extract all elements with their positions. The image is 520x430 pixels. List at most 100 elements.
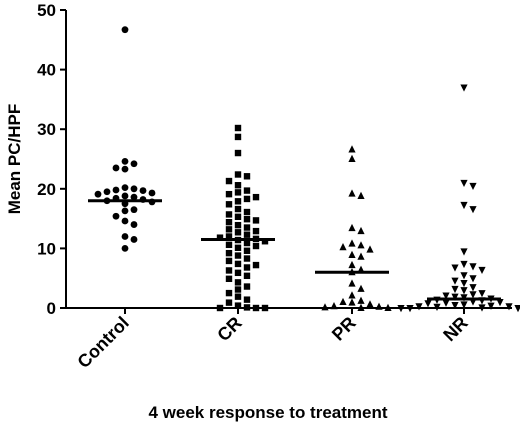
data-point-triangle-down [460, 272, 468, 280]
data-point-triangle-up [366, 245, 374, 253]
data-point-square [225, 211, 233, 218]
median-lines [88, 199, 501, 301]
data-point-circle [130, 221, 138, 228]
data-point-circle [121, 26, 129, 34]
data-point-square [234, 302, 242, 309]
data-point-triangle-down [460, 179, 468, 188]
data-point-triangle-up [357, 303, 365, 311]
data-point-square [234, 244, 242, 252]
data-point-triangle-up [357, 296, 365, 304]
data-point-triangle-up [339, 243, 347, 251]
data-point-square [225, 190, 233, 198]
data-point-square [225, 233, 233, 240]
data-point-triangle-down [469, 284, 477, 292]
data-point-triangle-down [451, 277, 459, 285]
data-point-square [234, 260, 242, 268]
x-tick-label: NR [439, 313, 472, 346]
data-point-circle [130, 206, 138, 214]
data-point-circle [121, 207, 129, 215]
data-point-square [234, 229, 242, 236]
data-point-triangle-down [460, 287, 468, 295]
data-point-square [243, 215, 251, 223]
data-points [94, 26, 520, 313]
data-point-triangle-down [451, 285, 459, 294]
y-tick-label: 10 [37, 239, 56, 258]
data-point-circle [121, 184, 129, 192]
data-point-square [234, 279, 242, 286]
data-point-square [225, 249, 233, 257]
data-point-square [243, 173, 251, 180]
x-axis-label: 4 week response to treatment [148, 403, 387, 422]
data-point-triangle-up [348, 250, 356, 258]
data-point-triangle-down [478, 290, 486, 298]
data-point-triangle-up [357, 191, 365, 199]
data-point-square [216, 234, 224, 241]
data-point-square [252, 227, 260, 235]
data-point-square [261, 238, 269, 245]
data-point-triangle-up [348, 189, 356, 197]
data-point-square [225, 299, 233, 306]
data-point-triangle-up [357, 241, 365, 249]
data-point-triangle-down [505, 303, 513, 311]
y-tick-label: 30 [37, 120, 56, 139]
data-point-triangle-up [357, 284, 365, 292]
data-point-square [243, 304, 251, 311]
data-point-square [234, 149, 242, 157]
data-point-square [243, 264, 251, 271]
y-axis-label: Mean PC/HPF [5, 104, 24, 215]
data-point-square [225, 275, 233, 282]
data-point-triangle-up [348, 145, 356, 153]
data-point-triangle-up [348, 239, 356, 247]
data-point-triangle-down [496, 299, 504, 307]
data-point-triangle-down [460, 201, 468, 210]
data-point-square [225, 218, 233, 226]
data-point-triangle-down [478, 304, 486, 312]
data-point-square [243, 283, 251, 290]
data-point-triangle-down [469, 263, 477, 271]
data-point-triangle-down [451, 293, 459, 301]
data-point-circle [103, 188, 111, 196]
data-point-triangle-up [330, 302, 338, 310]
data-point-triangle-up [357, 252, 365, 260]
data-point-triangle-down [451, 302, 459, 310]
data-point-square [225, 177, 233, 185]
data-point-square [261, 304, 269, 312]
y-tick-label: 20 [37, 180, 56, 199]
data-point-triangle-down [460, 260, 468, 269]
data-point-circle [130, 236, 138, 243]
data-point-triangle-down [469, 182, 477, 191]
data-point-circle [94, 190, 102, 198]
axes: 0 10 20 30 40 50 Control CR PR NR [37, 1, 512, 372]
data-point-square [234, 124, 242, 132]
data-point-triangle-up [348, 291, 356, 299]
data-point-triangle-up [348, 223, 356, 232]
data-point-square [234, 293, 242, 300]
data-point-circle [121, 157, 129, 165]
data-point-circle [139, 187, 147, 194]
data-point-triangle-up [348, 279, 356, 287]
y-tick-label: 50 [37, 1, 56, 20]
data-point-square [225, 201, 233, 208]
data-point-triangle-down [442, 292, 450, 300]
data-point-circle [130, 160, 138, 168]
data-point-triangle-down [442, 299, 450, 307]
data-point-circle [130, 185, 138, 193]
data-point-circle [121, 165, 129, 173]
data-point-circle [148, 189, 156, 197]
data-point-triangle-down [460, 84, 468, 92]
data-point-square [234, 205, 242, 213]
data-point-square [216, 304, 224, 312]
x-tick-label: Control [73, 313, 132, 372]
x-tick-label: CR [213, 313, 246, 346]
y-tick-label: 40 [37, 61, 56, 80]
data-point-circle [121, 233, 129, 240]
data-point-triangle-down [406, 305, 414, 313]
data-point-square [252, 304, 260, 312]
data-point-square [243, 208, 251, 216]
data-point-circle [121, 245, 129, 252]
data-point-square [234, 171, 242, 178]
data-point-square [234, 269, 242, 277]
data-point-square [243, 247, 251, 254]
data-point-square [234, 198, 242, 205]
